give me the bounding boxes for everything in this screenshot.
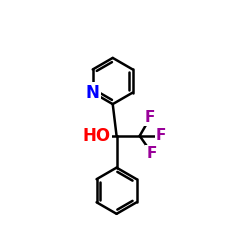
- Text: N: N: [86, 84, 100, 102]
- Text: F: F: [147, 146, 157, 161]
- Text: F: F: [145, 110, 156, 125]
- Text: F: F: [156, 128, 166, 144]
- Text: HO: HO: [82, 127, 110, 145]
